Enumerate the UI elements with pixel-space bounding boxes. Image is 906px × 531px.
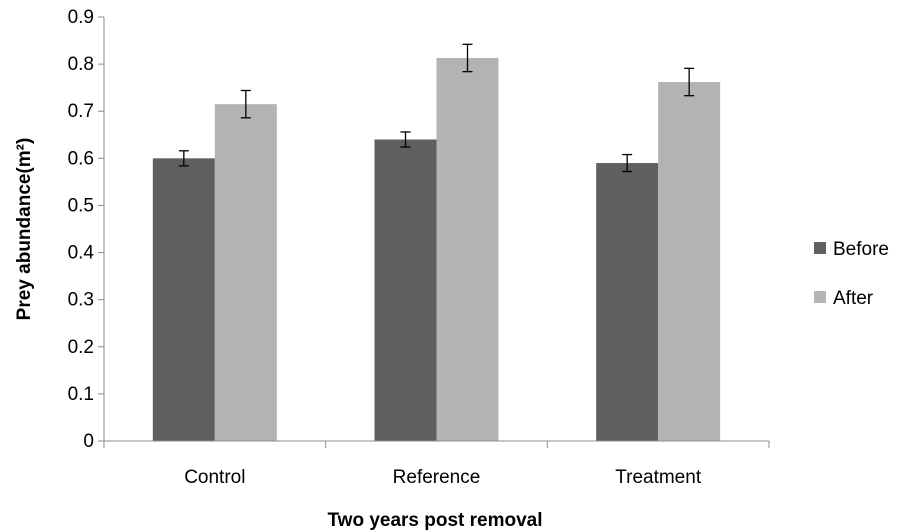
y-axis: 0 0.1 0.2 0.3 0.4 0.5 0.6 0.7 0.8 0.9 — [68, 7, 105, 452]
y-tick-label: 0.3 — [68, 290, 94, 311]
y-tick-label: 0.2 — [68, 337, 94, 358]
y-tick-label: 0 — [83, 431, 94, 452]
x-tick-label: Control — [184, 467, 245, 488]
error-bars-layer — [178, 43, 695, 173]
bars-layer — [152, 57, 721, 442]
bar-before-control — [152, 158, 215, 442]
y-tick-label: 0.5 — [68, 195, 94, 216]
y-tick-label: 0.9 — [68, 7, 94, 28]
y-tick-label: 0.6 — [68, 148, 94, 169]
bar-after-control — [214, 104, 277, 442]
legend: Before After — [814, 239, 889, 309]
y-tick-label: 0.4 — [68, 243, 95, 264]
legend-label-after: After — [833, 288, 874, 309]
y-axis-title: Prey abundance(m²) — [14, 138, 35, 321]
bar-after-treatment — [658, 82, 721, 441]
bar-before-treatment — [596, 163, 659, 442]
y-tick-label: 0.7 — [68, 101, 94, 122]
legend-swatch-after — [814, 291, 826, 303]
x-tick-label: Reference — [393, 467, 481, 488]
y-tick-label: 0.8 — [68, 54, 94, 75]
bar-after-reference — [436, 57, 499, 442]
legend-label-before: Before — [833, 239, 889, 260]
x-tick-label: Treatment — [615, 467, 702, 488]
legend-swatch-before — [814, 242, 826, 254]
x-axis: Control Reference Treatment — [103, 440, 770, 488]
bar-before-reference — [374, 139, 437, 441]
y-tick-label: 0.1 — [68, 384, 94, 405]
x-axis-title: Two years post removal — [327, 510, 542, 531]
